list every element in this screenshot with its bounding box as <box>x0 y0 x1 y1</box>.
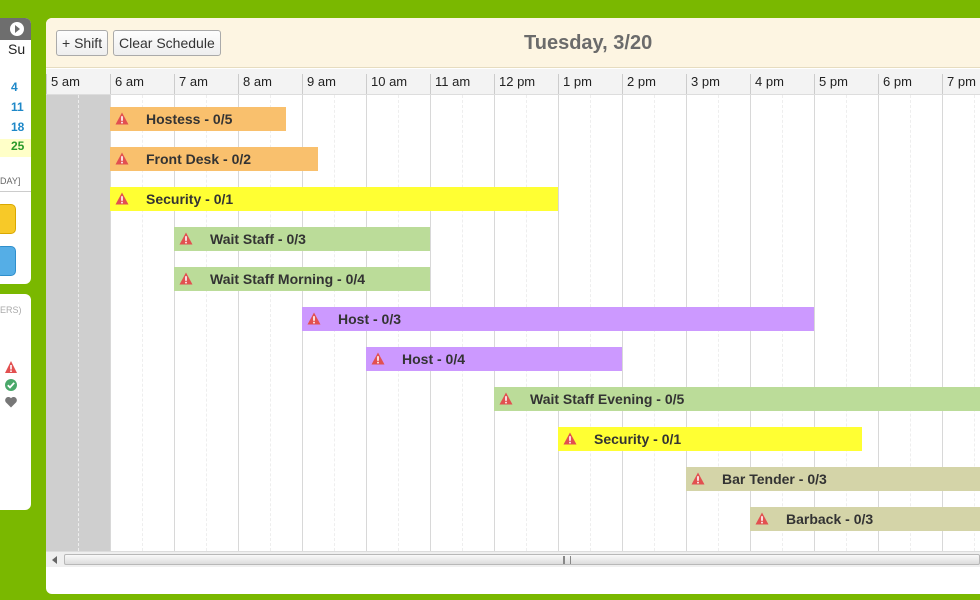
hour-gridline <box>110 95 111 551</box>
hour-label: 3 pm <box>686 74 720 94</box>
schedule-panel: + Shift Clear Schedule Tuesday, 3/20 5 a… <box>46 18 980 594</box>
scroll-left-icon[interactable] <box>52 556 57 564</box>
mini-calendar: Su 4 11 18 25 DAY] <box>0 18 31 284</box>
shift-bar[interactable]: Security - 0/1 <box>558 427 862 451</box>
shift-bar[interactable]: Security - 0/1 <box>110 187 558 211</box>
half-hour-gridline <box>910 95 911 551</box>
today-link[interactable]: DAY] <box>0 176 21 186</box>
hour-label: 2 pm <box>622 74 656 94</box>
time-header: 5 am 6 am 7 am 8 am 9 am 10 am 11 am 12 pm 1 pm 2… <box>46 69 980 95</box>
scrollbar-thumb[interactable] <box>64 554 980 565</box>
half-hour-gridline <box>270 95 271 551</box>
shift-bar[interactable]: Barback - 0/3 <box>750 507 980 531</box>
hour-label: 1 pm <box>558 74 592 94</box>
shift-bar[interactable]: Host - 0/3 <box>302 307 814 331</box>
warning-icon <box>5 361 17 373</box>
shift-bar[interactable]: Front Desk - 0/2 <box>110 147 318 171</box>
warning-icon <box>115 112 129 125</box>
shift-bar[interactable]: Wait Staff Morning - 0/4 <box>174 267 430 291</box>
warning-icon <box>691 472 705 485</box>
hour-label: 5 pm <box>814 74 848 94</box>
warning-icon <box>115 192 129 205</box>
mini-calendar-header <box>0 18 31 40</box>
shift-bar[interactable]: Host - 0/4 <box>366 347 622 371</box>
warning-icon <box>307 312 321 325</box>
shift-bar[interactable]: Wait Staff Evening - 0/5 <box>494 387 980 411</box>
half-hour-gridline <box>142 95 143 551</box>
hour-gridline <box>174 95 175 551</box>
half-hour-gridline <box>78 95 79 551</box>
yellow-view-button[interactable] <box>0 204 16 234</box>
warning-icon <box>755 512 769 525</box>
shift-label: Hostess - 0/5 <box>146 111 233 127</box>
schedule-grid[interactable]: Hostess - 0/5 Front Desk - 0/2 Security - … <box>46 95 980 551</box>
warning-icon <box>115 152 129 165</box>
calendar-day-today[interactable]: 25 <box>0 139 31 157</box>
hour-label: 4 pm <box>750 74 784 94</box>
shift-label: Barback - 0/3 <box>786 511 874 527</box>
hour-label: 9 am <box>302 74 336 94</box>
shift-label: Wait Staff - 0/3 <box>210 231 306 247</box>
hour-label: 5 am <box>46 74 80 94</box>
hour-label: 6 am <box>110 74 144 94</box>
shift-label: Security - 0/1 <box>146 191 234 207</box>
shift-bar[interactable]: Wait Staff - 0/3 <box>174 227 430 251</box>
half-hour-gridline <box>974 95 975 551</box>
shift-label: Front Desk - 0/2 <box>146 151 252 167</box>
hour-label: 7 am <box>174 74 208 94</box>
shift-label: Bar Tender - 0/3 <box>722 471 827 487</box>
shift-label: Wait Staff Morning - 0/4 <box>210 271 366 287</box>
legend-label: ERS) <box>0 305 22 315</box>
day-of-week-label: Su <box>8 41 26 57</box>
half-hour-gridline <box>206 95 207 551</box>
check-circle-icon <box>5 379 17 391</box>
hour-gridline <box>814 95 815 551</box>
shift-label: Host - 0/3 <box>338 311 402 327</box>
hour-gridline <box>942 95 943 551</box>
warning-icon <box>563 432 577 445</box>
warning-icon <box>179 272 193 285</box>
shift-label: Security - 0/1 <box>594 431 682 447</box>
hour-label: 6 pm <box>878 74 912 94</box>
half-hour-gridline <box>846 95 847 551</box>
warning-icon <box>179 232 193 245</box>
hour-label: 10 am <box>366 74 407 94</box>
warning-icon <box>371 352 385 365</box>
shift-label: Wait Staff Evening - 0/5 <box>530 391 685 407</box>
hour-gridline <box>878 95 879 551</box>
horizontal-scrollbar[interactable] <box>46 551 980 567</box>
blue-view-button[interactable] <box>0 246 16 276</box>
hour-label: 8 am <box>238 74 272 94</box>
calendar-day[interactable]: 11 <box>11 100 24 114</box>
toolbar: + Shift Clear Schedule Tuesday, 3/20 <box>46 18 980 68</box>
hour-label: 11 am <box>430 74 470 94</box>
hour-label: 12 pm <box>494 74 535 94</box>
scrollbar-grip-icon <box>563 556 571 564</box>
calendar-day[interactable]: 18 <box>11 120 25 134</box>
shift-label: Host - 0/4 <box>402 351 466 367</box>
add-shift-button[interactable]: + Shift <box>56 30 109 56</box>
divider <box>0 191 31 192</box>
page-title: Tuesday, 3/20 <box>524 32 653 54</box>
clear-schedule-button[interactable]: Clear Schedule <box>113 30 221 56</box>
shift-bar[interactable]: Hostess - 0/5 <box>110 107 286 131</box>
warning-icon <box>499 392 513 405</box>
shift-bar[interactable]: Bar Tender - 0/3 <box>686 467 980 491</box>
next-month-icon[interactable] <box>10 22 24 36</box>
hour-label: 7 pm <box>942 74 976 94</box>
calendar-day[interactable]: 4 <box>11 80 18 94</box>
hour-gridline <box>238 95 239 551</box>
heart-icon <box>5 397 17 408</box>
legend-panel: ERS) <box>0 294 31 510</box>
